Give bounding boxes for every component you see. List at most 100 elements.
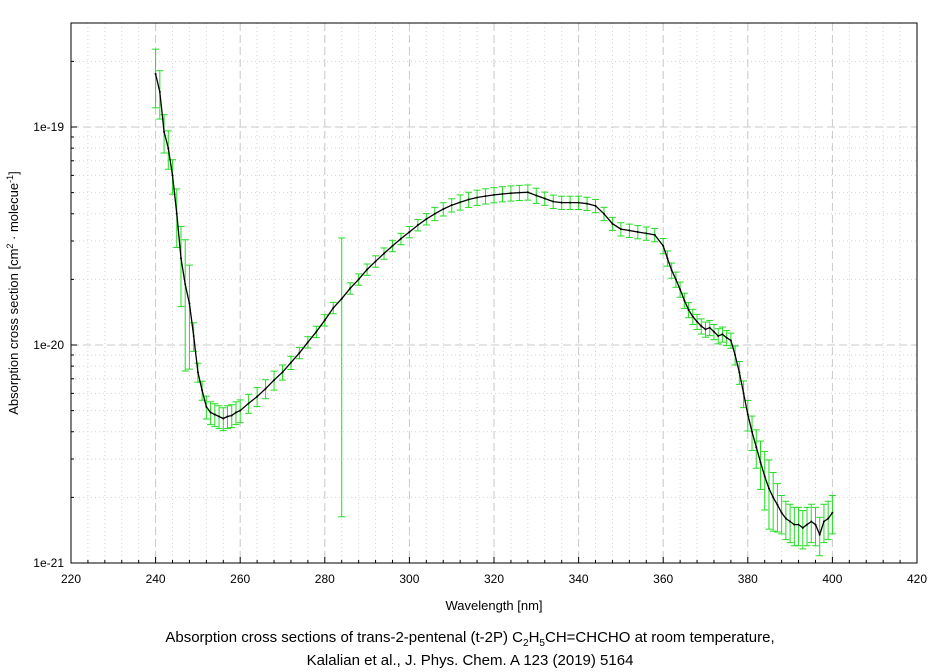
data-point [467, 198, 470, 201]
data-point [518, 191, 521, 194]
data-point [729, 339, 732, 342]
data-point [810, 520, 813, 523]
data-point [704, 328, 707, 331]
data-point [712, 330, 715, 333]
data-point [218, 415, 221, 418]
data-point [793, 523, 796, 526]
data-point [569, 201, 572, 204]
data-point [759, 461, 762, 464]
x-tick-label: 300 [399, 572, 419, 586]
data-point [264, 387, 267, 390]
data-point [721, 333, 724, 336]
data-point [776, 503, 779, 506]
data-point [784, 517, 787, 520]
data-point [594, 204, 597, 207]
data-point [433, 212, 436, 215]
x-tick-label: 420 [907, 572, 927, 586]
caption-line-1: Absorption cross sections of trans-2-pen… [165, 629, 775, 649]
data-point [349, 287, 352, 290]
data-point [696, 320, 699, 323]
data-point [691, 315, 694, 318]
caption-line-2: Kalalian et al., J. Phys. Chem. A 123 (2… [306, 652, 634, 669]
x-tick-label: 320 [484, 572, 504, 586]
data-point [493, 193, 495, 196]
data-point [602, 212, 605, 215]
data-point [239, 409, 242, 412]
tick-labels: 220 240 260 280 300 320 340 360 380 400 420 1e-21 1e… [33, 120, 927, 586]
data-point [636, 230, 639, 233]
data-point [383, 252, 386, 255]
data-point [399, 237, 402, 240]
data-point [789, 520, 792, 523]
x-tick-label: 240 [146, 572, 166, 586]
data-point [725, 336, 728, 339]
data-point [653, 233, 656, 236]
data-point [226, 415, 229, 418]
data-point [772, 496, 775, 499]
data-point [738, 371, 741, 374]
data-point [780, 511, 783, 514]
data-point [230, 414, 233, 417]
data-point [734, 353, 737, 356]
x-tick-label: 280 [315, 572, 335, 586]
data-point [357, 278, 360, 281]
data-point [459, 201, 462, 204]
data-point [163, 130, 166, 133]
data-point [717, 334, 720, 337]
data-point [755, 446, 758, 449]
data-point [543, 197, 546, 200]
data-point [171, 174, 174, 177]
data-point [196, 371, 199, 374]
data-point [315, 330, 318, 333]
data-point [801, 526, 804, 529]
data-point [708, 326, 711, 329]
axis-ticks [70, 22, 918, 564]
data-point [366, 268, 369, 271]
data-point [192, 334, 195, 337]
data-point [234, 411, 237, 414]
data-point [213, 413, 216, 416]
data-point [205, 405, 208, 408]
data-point [484, 195, 487, 198]
data-point [822, 520, 825, 523]
data-point [374, 260, 377, 263]
data-point [298, 351, 301, 354]
data-point [818, 533, 821, 536]
x-tick-label: 340 [569, 572, 589, 586]
data-point [670, 269, 673, 272]
data-point [408, 230, 411, 233]
data-point [619, 228, 622, 231]
data-point [509, 192, 512, 195]
data-point [666, 257, 669, 260]
data-point [683, 299, 686, 302]
data-point [179, 257, 182, 260]
data-point [746, 413, 749, 416]
data-point [501, 192, 504, 195]
y-tick-label: 1e-19 [33, 120, 64, 134]
data-point [256, 395, 259, 398]
data-point [306, 341, 309, 344]
data-point [442, 208, 445, 211]
data-point [806, 523, 809, 526]
absorption-chart: 220 240 260 280 300 320 340 360 380 400 420 1e-21 1e… [5, 22, 927, 613]
data-point [247, 402, 250, 405]
data-point [674, 278, 677, 281]
data-point [767, 487, 770, 490]
data-point [425, 218, 428, 221]
data-point [209, 411, 212, 414]
x-axis-title: Wavelength [nm] [445, 598, 542, 613]
data-point [175, 212, 178, 215]
data-series [154, 73, 834, 537]
data-point [201, 389, 204, 392]
data-point [535, 194, 538, 197]
data-point [827, 517, 830, 520]
data-point [700, 325, 703, 328]
data-point [158, 90, 161, 93]
data-point [450, 204, 453, 207]
data-point [416, 224, 419, 227]
data-point [222, 417, 225, 420]
data-point [577, 201, 580, 204]
data-point [289, 361, 292, 364]
y-tick-label: 1e-20 [33, 338, 64, 352]
data-point [662, 244, 665, 247]
